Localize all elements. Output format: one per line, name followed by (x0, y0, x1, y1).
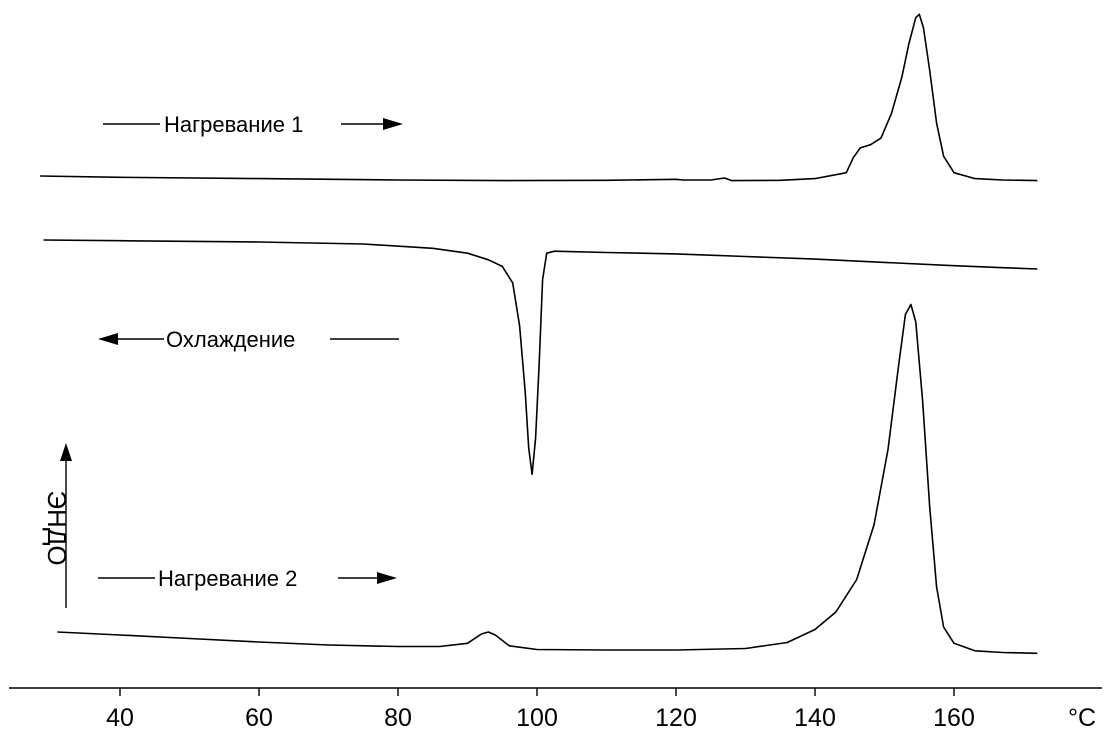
x-tick-label: 80 (384, 704, 412, 731)
x-tick-label: 140 (794, 704, 836, 731)
curves-layer (40, 13, 1038, 655)
endo-indicator: ЭНДО (42, 443, 72, 608)
annotation-cooling: Охлаждение (98, 327, 399, 352)
x-tick-label: 120 (655, 704, 697, 731)
endo-arrowhead-icon (60, 443, 72, 461)
heating-2-label: Нагревание 2 (158, 566, 297, 591)
x-tick-label: 60 (245, 704, 273, 731)
x-axis-unit: °C (1068, 704, 1096, 731)
x-tick-label: 100 (516, 704, 558, 731)
cooling-label: Охлаждение (166, 327, 295, 352)
x-axis-ticks: 40 60 80 100 120 140 160 (106, 688, 975, 731)
series-line-3 (57, 303, 1038, 655)
cooling-arrowhead-icon (98, 333, 118, 345)
x-axis: 40 60 80 100 120 140 160 °C (9, 687, 1102, 731)
series-line-1 (40, 13, 1038, 182)
heating-2-arrowhead-icon (377, 572, 397, 584)
heating-1-label: Нагревание 1 (164, 112, 303, 137)
heating-1-arrowhead-icon (383, 118, 403, 130)
annotation-heating-1: Нагревание 1 (103, 112, 403, 137)
x-tick-label: 160 (933, 704, 975, 731)
series-line-2 (43, 239, 1038, 476)
x-tick-label: 40 (106, 704, 134, 731)
y-axis-label: ЭНДО (42, 490, 72, 565)
annotation-heating-2: Нагревание 2 (98, 566, 397, 591)
